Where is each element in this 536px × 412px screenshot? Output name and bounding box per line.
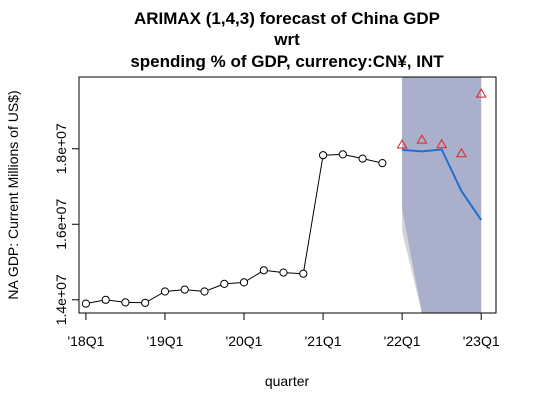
history-point <box>160 287 170 296</box>
actual-point <box>436 138 448 149</box>
y-tick-label: 1.8e+07 <box>53 123 69 174</box>
actual-point <box>475 87 487 98</box>
history-point <box>338 150 347 159</box>
y-axis-label: NA GDP: Current Millions of US$) <box>5 90 21 299</box>
x-tick-label: '19Q1 <box>147 333 184 349</box>
x-tick-label: '20Q1 <box>226 333 263 349</box>
history-point <box>200 287 209 296</box>
x-axis: '18Q1 '19Q1 '20Q1 '21Q1 '22Q1 '23Q1 <box>67 312 500 349</box>
actual-point <box>396 138 408 149</box>
y-axis: 1.4e+07 1.6e+07 1.8e+07 <box>53 123 80 325</box>
series-layer <box>81 87 487 308</box>
history-point <box>259 266 268 275</box>
chart-title: ARIMAX (1,4,3) forecast of China GDP wrt… <box>130 9 444 71</box>
history-line <box>85 153 383 305</box>
x-tick-label: '22Q1 <box>384 333 421 349</box>
history-point <box>141 298 150 307</box>
chart-title-line-3: spending % of GDP, currency:CN¥, INT <box>130 52 444 71</box>
history-point <box>220 279 229 288</box>
chart-title-line-1: ARIMAX (1,4,3) forecast of China GDP <box>134 9 440 28</box>
x-tick-label: '21Q1 <box>305 333 342 349</box>
forecast-line <box>402 148 483 221</box>
history-point <box>319 151 328 160</box>
y-tick-label: 1.6e+07 <box>53 199 69 250</box>
history-point <box>180 285 189 294</box>
history-point <box>279 268 288 277</box>
history-point <box>101 295 110 304</box>
y-tick-label: 1.4e+07 <box>53 274 69 325</box>
forecast-intervals <box>402 77 482 313</box>
history-point <box>358 154 367 163</box>
actual-point <box>455 147 467 158</box>
actual-point <box>416 134 428 144</box>
x-tick-label: '23Q1 <box>463 333 500 349</box>
history-point <box>299 269 308 278</box>
chart-title-line-2: wrt <box>273 30 300 49</box>
x-tick-label: '18Q1 <box>67 333 104 349</box>
history-point <box>121 298 130 307</box>
history-point <box>378 159 387 168</box>
x-axis-label: quarter <box>265 373 310 389</box>
history-point <box>239 278 249 287</box>
history-point <box>81 299 91 308</box>
